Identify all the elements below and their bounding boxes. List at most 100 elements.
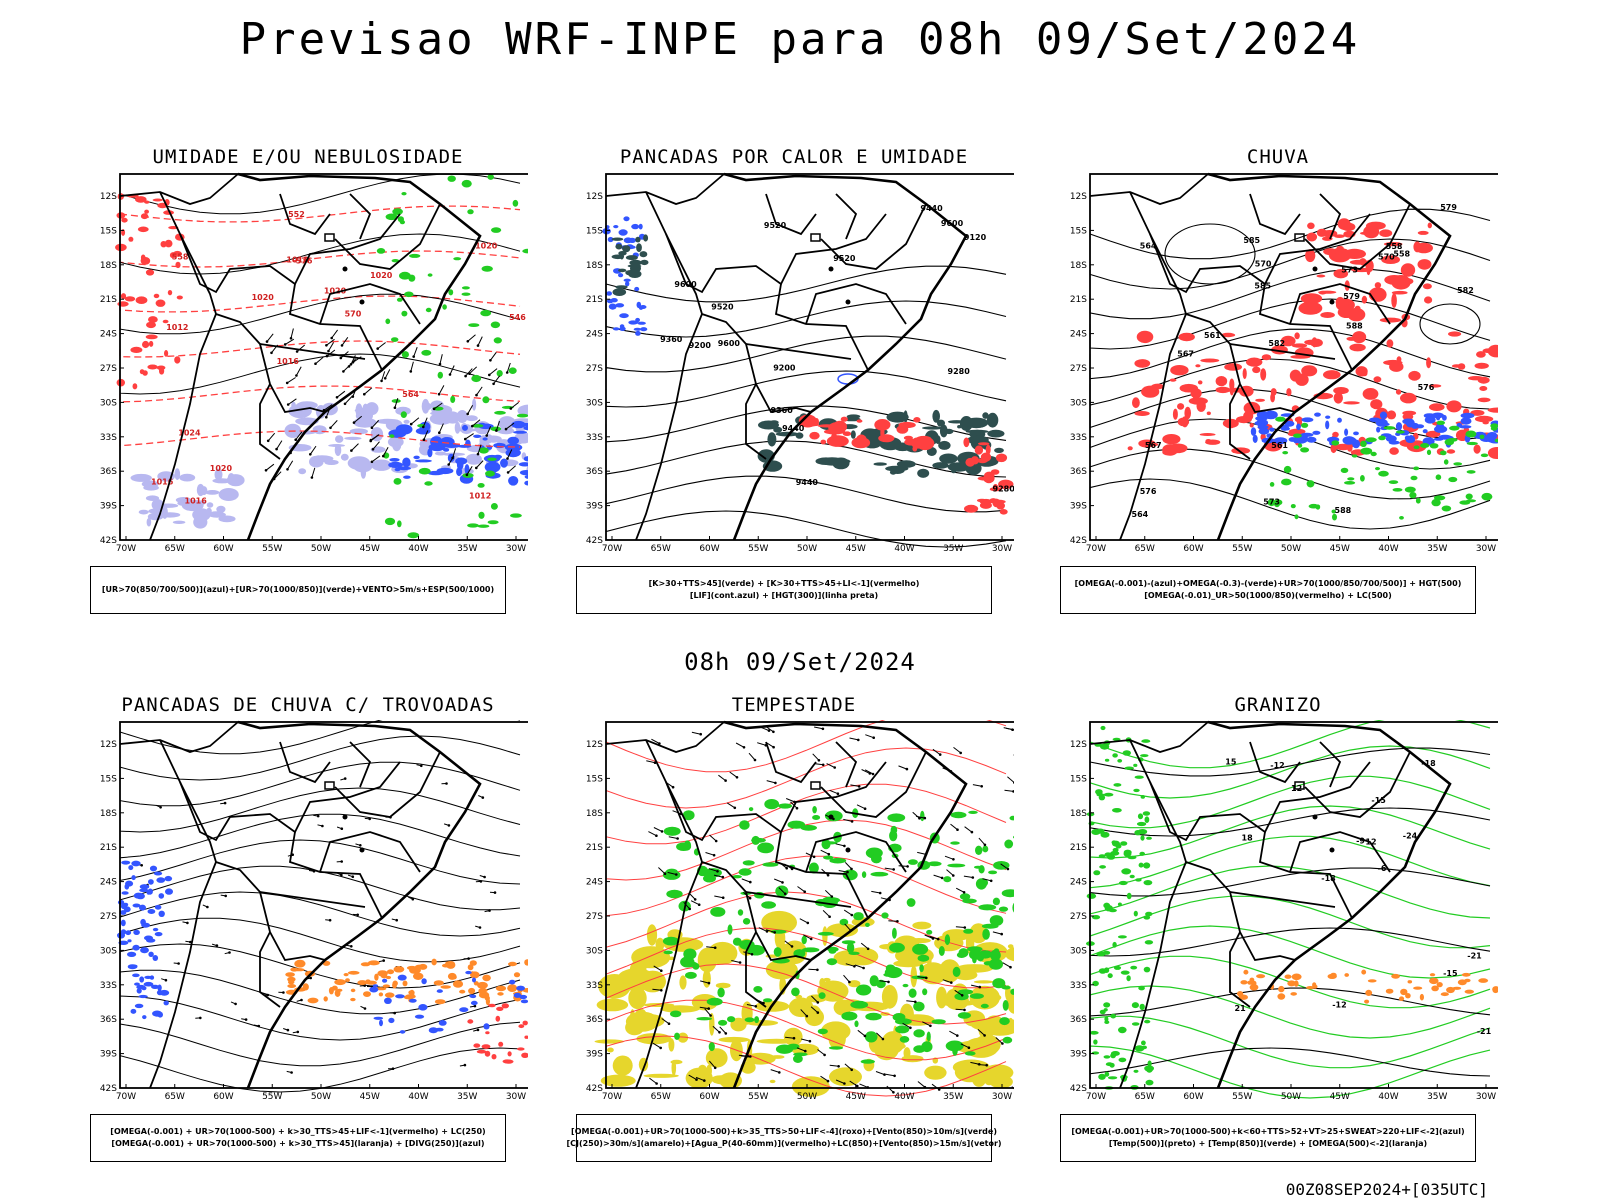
jet-area bbox=[730, 1017, 747, 1032]
wind-area bbox=[717, 987, 725, 998]
omega500-area bbox=[1361, 969, 1367, 975]
temp850-contour bbox=[1120, 841, 1128, 846]
omega-strong-area bbox=[1275, 416, 1286, 422]
temp850-contour bbox=[1112, 941, 1117, 948]
wind-arrow bbox=[326, 338, 335, 346]
lon-tick-label: 60W bbox=[699, 544, 719, 554]
precip-area bbox=[1200, 358, 1220, 363]
unstable-area bbox=[636, 243, 642, 252]
contour-label: -9 bbox=[1356, 836, 1365, 845]
temp850-contour bbox=[1144, 1019, 1151, 1024]
contour-label: 1024 bbox=[178, 428, 201, 437]
li-area bbox=[828, 422, 846, 434]
wind-arrow bbox=[786, 798, 795, 803]
contour-label: 579 bbox=[1440, 203, 1457, 212]
thickness-contour bbox=[164, 239, 173, 248]
lon-tick-label: 65W bbox=[165, 1092, 185, 1102]
wind-arrow bbox=[960, 1043, 970, 1049]
thickness-contour bbox=[160, 241, 167, 248]
rh-low-contour bbox=[510, 513, 522, 518]
wind-arrow bbox=[489, 352, 497, 361]
lat-tick-label: 36S bbox=[586, 1015, 603, 1025]
wind-arrow bbox=[814, 763, 824, 766]
wind-arrow-head bbox=[186, 921, 189, 925]
temp850-contour bbox=[1126, 975, 1131, 982]
wind-arrow-head bbox=[748, 896, 752, 900]
divergence-area bbox=[483, 1023, 490, 1030]
wind-arrow-head bbox=[351, 395, 355, 398]
rh-mid-area bbox=[517, 404, 528, 417]
precip-area bbox=[1335, 298, 1355, 312]
wind-area bbox=[829, 857, 847, 864]
wind-area bbox=[696, 1017, 712, 1021]
precip-area bbox=[1280, 335, 1296, 347]
wind-arrow-head bbox=[950, 981, 953, 984]
contour-label: 561 bbox=[1271, 441, 1288, 450]
temp850-contour bbox=[1113, 965, 1122, 970]
wind-arrow-head bbox=[466, 340, 470, 343]
rh-mid-area bbox=[429, 412, 453, 425]
rh-mid-area bbox=[334, 444, 342, 456]
wind-arrow-head bbox=[785, 866, 788, 870]
wind-arrow-head bbox=[823, 1053, 826, 1057]
jet-area bbox=[691, 994, 718, 1011]
wind-arrow-head bbox=[863, 1034, 867, 1038]
rh-mid-area bbox=[177, 500, 196, 507]
wind-arrow-head bbox=[795, 806, 799, 810]
wind-arrow-head bbox=[925, 976, 928, 980]
precip-area bbox=[1330, 443, 1337, 454]
wind-arrow-head bbox=[340, 344, 344, 347]
coastline bbox=[237, 172, 482, 541]
wind-arrow-head bbox=[476, 344, 480, 347]
wind-arrow-head bbox=[816, 968, 819, 972]
wind-arrow-head bbox=[391, 1067, 395, 1070]
wind-area bbox=[1002, 1000, 1009, 1011]
thunder-area bbox=[440, 985, 452, 989]
wind-area bbox=[969, 949, 982, 960]
li-area bbox=[874, 419, 891, 431]
wind-arrow bbox=[471, 419, 481, 427]
wind-arrow-head bbox=[393, 406, 397, 409]
jet-area bbox=[718, 944, 736, 952]
wind-area bbox=[969, 993, 984, 999]
wind-arrow-head bbox=[765, 930, 769, 933]
thunder-area bbox=[323, 996, 328, 1002]
li-area bbox=[983, 473, 995, 484]
unstable-area bbox=[987, 429, 1005, 438]
wind-arrow-head bbox=[848, 980, 851, 984]
divergence-area bbox=[513, 992, 522, 998]
temp850-contour bbox=[1122, 750, 1131, 756]
thunder-area bbox=[452, 980, 464, 988]
omega500-area bbox=[1391, 973, 1400, 979]
li-area bbox=[831, 432, 837, 443]
wind-arrow-head bbox=[325, 415, 328, 419]
unstable-area bbox=[970, 435, 986, 450]
wind-arrow-head bbox=[830, 895, 834, 898]
wind-arrow-head bbox=[382, 959, 386, 962]
omega500-area bbox=[1237, 991, 1244, 997]
omega-area bbox=[1415, 424, 1425, 429]
wind-area bbox=[855, 984, 872, 996]
lat-tick-label: 33S bbox=[100, 981, 117, 991]
wind-area bbox=[817, 1028, 828, 1035]
rh-low-contour bbox=[409, 253, 421, 258]
omega-strong-area bbox=[1443, 459, 1449, 465]
lat-tick-label: 18S bbox=[586, 261, 603, 271]
precip-area bbox=[1424, 296, 1433, 304]
precip-area bbox=[1305, 249, 1316, 263]
wind-arrow bbox=[808, 968, 818, 971]
lif-contour bbox=[628, 320, 639, 325]
wind-arrow-head bbox=[376, 347, 380, 350]
severe-area bbox=[517, 1047, 525, 1051]
wind-arrow bbox=[796, 1047, 806, 1052]
rh-high-area bbox=[464, 464, 470, 475]
wind-area bbox=[762, 862, 779, 867]
temp850-contour bbox=[1091, 1051, 1100, 1055]
contour-label: 9520 bbox=[711, 302, 734, 311]
rh-mid-area bbox=[291, 401, 296, 409]
wind-area bbox=[913, 1001, 925, 1012]
wind-area bbox=[727, 924, 733, 935]
panel-title: PANCADAS POR CALOR E UMIDADE bbox=[619, 146, 969, 168]
island-marker bbox=[359, 299, 365, 305]
omega-strong-area bbox=[1294, 514, 1299, 520]
